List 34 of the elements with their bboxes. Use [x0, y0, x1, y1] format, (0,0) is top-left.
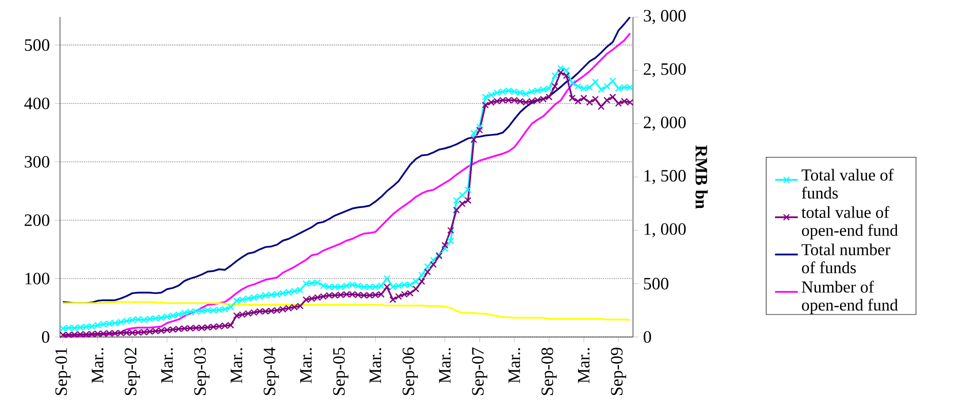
y-tick-label: 500 — [24, 39, 50, 51]
x-tick-label: Mar.. — [92, 348, 104, 384]
x-tick-label: Mar.. — [161, 348, 173, 384]
y-tick-label: 200 — [24, 214, 50, 226]
legend-label: Total number of funds — [802, 244, 890, 274]
x-tick-label: Sep-02 — [124, 348, 140, 395]
legend-label: total value of open-end fund — [802, 206, 898, 240]
y2-tick-label: 500 — [644, 278, 668, 290]
y2-tick-label: 3, 000 — [644, 10, 686, 24]
y2-tick-label: 0 — [644, 331, 652, 343]
x-tick-label: Sep-08 — [541, 348, 557, 395]
y-tick-label: 100 — [26, 272, 50, 284]
x-tick-label: Sep-05 — [333, 348, 348, 395]
y2-tick-label: 2, 500 — [644, 63, 686, 78]
x-tick-label: Sep-06 — [402, 348, 418, 395]
legend-label: Number of open-end fund — [802, 280, 898, 314]
x-tick-label: Mar.. — [578, 348, 590, 384]
y2-tick-label: 1, 500 — [644, 170, 686, 184]
y2-axis-title: RMB bn — [696, 145, 708, 209]
y2-tick-label: 2, 000 — [644, 116, 686, 131]
x-tick-label: Sep-07 — [472, 348, 488, 395]
x-tick-label: Sep-03 — [194, 348, 210, 395]
x-tick-label: Mar.. — [300, 348, 312, 384]
x-tick-label: Mar.. — [508, 348, 520, 384]
y-tick-label: 400 — [24, 98, 50, 110]
x-tick-label: Sep-01 — [55, 348, 71, 395]
x-tick-label: Mar.. — [439, 348, 451, 384]
y-tick-label: 0 — [42, 331, 50, 343]
x-tick-label: Sep-04 — [264, 347, 279, 395]
x-tick-label: Mar.. — [230, 348, 242, 384]
x-tick-label: Mar.. — [370, 348, 382, 384]
y-tick-label: 300 — [24, 156, 50, 168]
y2-tick-label: 1, 000 — [644, 223, 686, 238]
x-tick-label: Sep-09 — [610, 348, 626, 395]
